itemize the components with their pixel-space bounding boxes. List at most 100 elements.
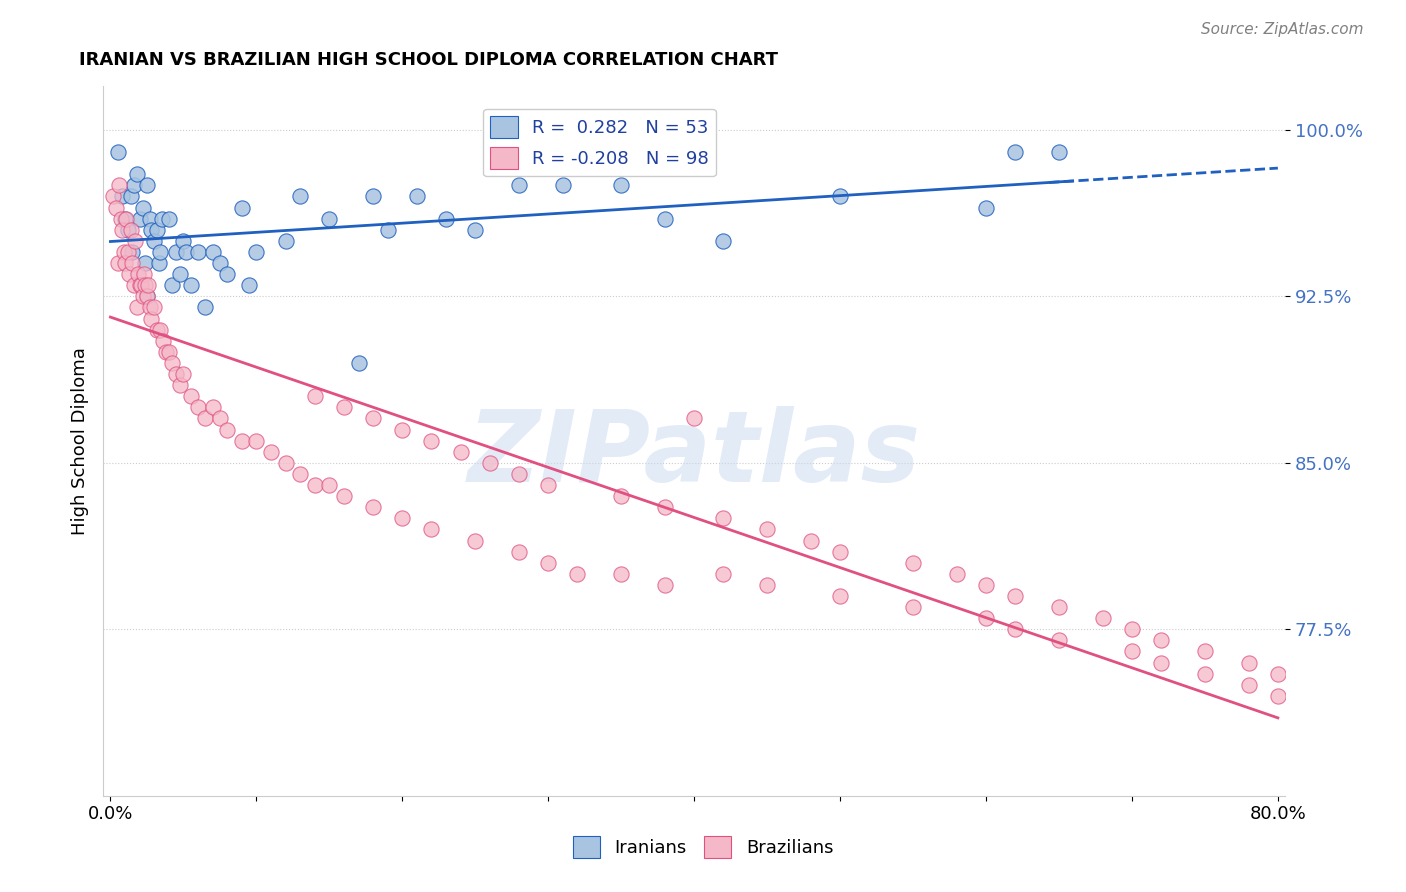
Point — [974, 611, 997, 625]
Point — [711, 234, 734, 248]
Point — [245, 244, 267, 259]
Point — [107, 145, 129, 160]
Point — [1004, 589, 1026, 603]
Point — [1121, 622, 1143, 636]
Point — [333, 489, 356, 503]
Point — [135, 289, 157, 303]
Point — [103, 189, 125, 203]
Point — [420, 434, 443, 448]
Point — [217, 423, 239, 437]
Point — [149, 244, 172, 259]
Point — [711, 511, 734, 525]
Text: ZIPatlas: ZIPatlas — [468, 407, 921, 503]
Point — [118, 267, 141, 281]
Legend: Iranians, Brazilians: Iranians, Brazilians — [565, 829, 841, 865]
Point — [1047, 145, 1070, 160]
Point — [217, 267, 239, 281]
Legend: R =  0.282   N = 53, R = -0.208   N = 98: R = 0.282 N = 53, R = -0.208 N = 98 — [484, 109, 716, 177]
Point — [143, 234, 166, 248]
Point — [537, 556, 560, 570]
Point — [756, 578, 779, 592]
Point — [391, 511, 413, 525]
Point — [361, 500, 384, 515]
Point — [124, 234, 146, 248]
Point — [756, 523, 779, 537]
Point — [974, 578, 997, 592]
Point — [610, 566, 633, 581]
Point — [112, 244, 135, 259]
Point — [180, 389, 202, 403]
Point — [117, 223, 139, 237]
Point — [117, 244, 139, 259]
Point — [128, 278, 150, 293]
Point — [165, 367, 187, 381]
Point — [114, 256, 136, 270]
Point — [245, 434, 267, 448]
Point — [420, 523, 443, 537]
Point — [288, 189, 311, 203]
Point — [238, 278, 260, 293]
Point — [135, 178, 157, 193]
Point — [121, 244, 143, 259]
Point — [172, 234, 194, 248]
Point — [139, 211, 162, 226]
Point — [464, 223, 486, 237]
Point — [131, 289, 153, 303]
Point — [141, 311, 163, 326]
Point — [125, 167, 148, 181]
Point — [946, 566, 969, 581]
Point — [125, 301, 148, 315]
Point — [1047, 600, 1070, 615]
Point — [391, 423, 413, 437]
Point — [149, 323, 172, 337]
Point — [683, 411, 706, 425]
Point — [201, 401, 224, 415]
Point — [1004, 145, 1026, 160]
Point — [610, 178, 633, 193]
Point — [139, 301, 162, 315]
Point — [1091, 611, 1114, 625]
Point — [304, 478, 326, 492]
Point — [157, 344, 180, 359]
Point — [1237, 656, 1260, 670]
Point — [288, 467, 311, 481]
Point — [361, 411, 384, 425]
Point — [450, 444, 472, 458]
Point — [152, 334, 174, 348]
Point — [143, 301, 166, 315]
Point — [135, 289, 157, 303]
Point — [901, 600, 924, 615]
Point — [434, 211, 457, 226]
Point — [128, 211, 150, 226]
Point — [537, 478, 560, 492]
Point — [146, 323, 169, 337]
Point — [318, 478, 340, 492]
Point — [654, 578, 676, 592]
Point — [122, 278, 145, 293]
Text: IRANIAN VS BRAZILIAN HIGH SCHOOL DIPLOMA CORRELATION CHART: IRANIAN VS BRAZILIAN HIGH SCHOOL DIPLOMA… — [80, 51, 779, 69]
Point — [120, 189, 142, 203]
Point — [176, 244, 198, 259]
Text: Source: ZipAtlas.com: Source: ZipAtlas.com — [1201, 22, 1364, 37]
Point — [111, 223, 134, 237]
Point — [361, 189, 384, 203]
Point — [169, 267, 191, 281]
Point — [610, 489, 633, 503]
Point — [157, 211, 180, 226]
Point — [508, 544, 530, 558]
Point — [1047, 633, 1070, 648]
Point — [1194, 644, 1216, 658]
Point — [1004, 622, 1026, 636]
Point — [654, 211, 676, 226]
Point — [828, 544, 851, 558]
Point — [1150, 633, 1173, 648]
Point — [1237, 678, 1260, 692]
Point — [146, 223, 169, 237]
Point — [208, 256, 231, 270]
Point — [231, 434, 253, 448]
Point — [107, 256, 129, 270]
Point — [155, 344, 177, 359]
Point — [169, 378, 191, 392]
Point — [208, 411, 231, 425]
Point — [134, 256, 156, 270]
